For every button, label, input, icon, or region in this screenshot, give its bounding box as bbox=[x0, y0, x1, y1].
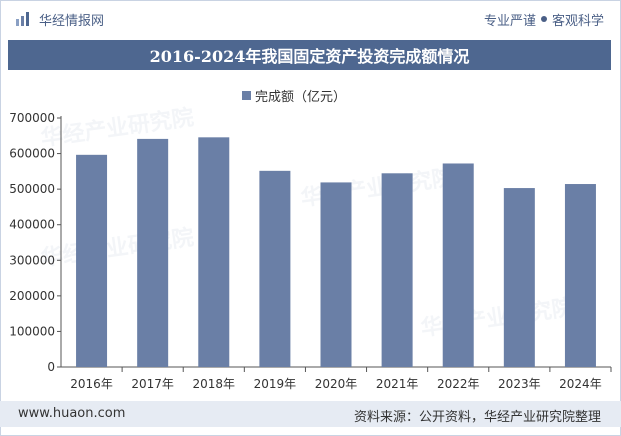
slogan: 专业严谨 客观科学 bbox=[484, 10, 604, 29]
brand-logo-icon bbox=[16, 12, 29, 26]
bar-2016年 bbox=[76, 154, 108, 367]
footer-site[interactable]: www.huaon.com bbox=[18, 406, 126, 421]
x-tick-label: 2022年 bbox=[437, 377, 480, 391]
chart-title: 2016-2024年我国固定资产投资完成额情况 bbox=[8, 40, 611, 70]
legend-swatch bbox=[242, 91, 251, 100]
x-tick-label: 2020年 bbox=[315, 377, 358, 391]
x-tick-label: 2021年 bbox=[376, 377, 419, 391]
y-tick-label: 600000 bbox=[9, 147, 55, 161]
bar-2019年 bbox=[259, 170, 291, 367]
x-tick-label: 2023年 bbox=[498, 377, 541, 391]
top-bar: 华经情报网 专业严谨 客观科学 bbox=[1, 1, 620, 37]
bar-2023年 bbox=[503, 188, 535, 367]
bar-2017年 bbox=[137, 138, 169, 367]
y-tick-label: 500000 bbox=[9, 182, 55, 196]
bar-2018年 bbox=[198, 137, 230, 367]
x-tick-label: 2016年 bbox=[70, 377, 113, 391]
slogan-dot-icon bbox=[540, 16, 547, 22]
x-tick-label: 2024年 bbox=[559, 377, 602, 391]
y-tick-label: 300000 bbox=[9, 253, 55, 267]
bar-2020年 bbox=[320, 182, 352, 367]
bar-2021年 bbox=[381, 173, 413, 367]
y-tick-label: 200000 bbox=[9, 289, 55, 303]
footer-source: 资料来源：公开资料，华经产业研究院整理 bbox=[353, 410, 601, 425]
x-tick-label: 2019年 bbox=[254, 377, 297, 391]
x-tick-label: 2017年 bbox=[131, 377, 174, 391]
y-tick-label: 700000 bbox=[9, 111, 55, 125]
brand-name: 华经情报网 bbox=[39, 13, 105, 29]
bar-2024年 bbox=[564, 184, 596, 367]
y-tick-label: 100000 bbox=[9, 324, 55, 338]
brand[interactable]: 华经情报网 bbox=[15, 10, 104, 29]
y-tick-label: 400000 bbox=[9, 218, 55, 232]
chart-legend: 完成额（亿元） bbox=[242, 86, 346, 105]
footer: www.huaon.com 资料来源：公开资料，华经产业研究院整理 bbox=[0, 401, 621, 427]
legend-label: 完成额（亿元） bbox=[255, 90, 347, 105]
slogan-right: 客观科学 bbox=[551, 13, 604, 29]
slogan-left: 专业严谨 bbox=[483, 13, 536, 29]
y-tick-label: 0 bbox=[47, 360, 55, 374]
bar-2022年 bbox=[442, 163, 474, 367]
x-tick-label: 2018年 bbox=[193, 377, 236, 391]
